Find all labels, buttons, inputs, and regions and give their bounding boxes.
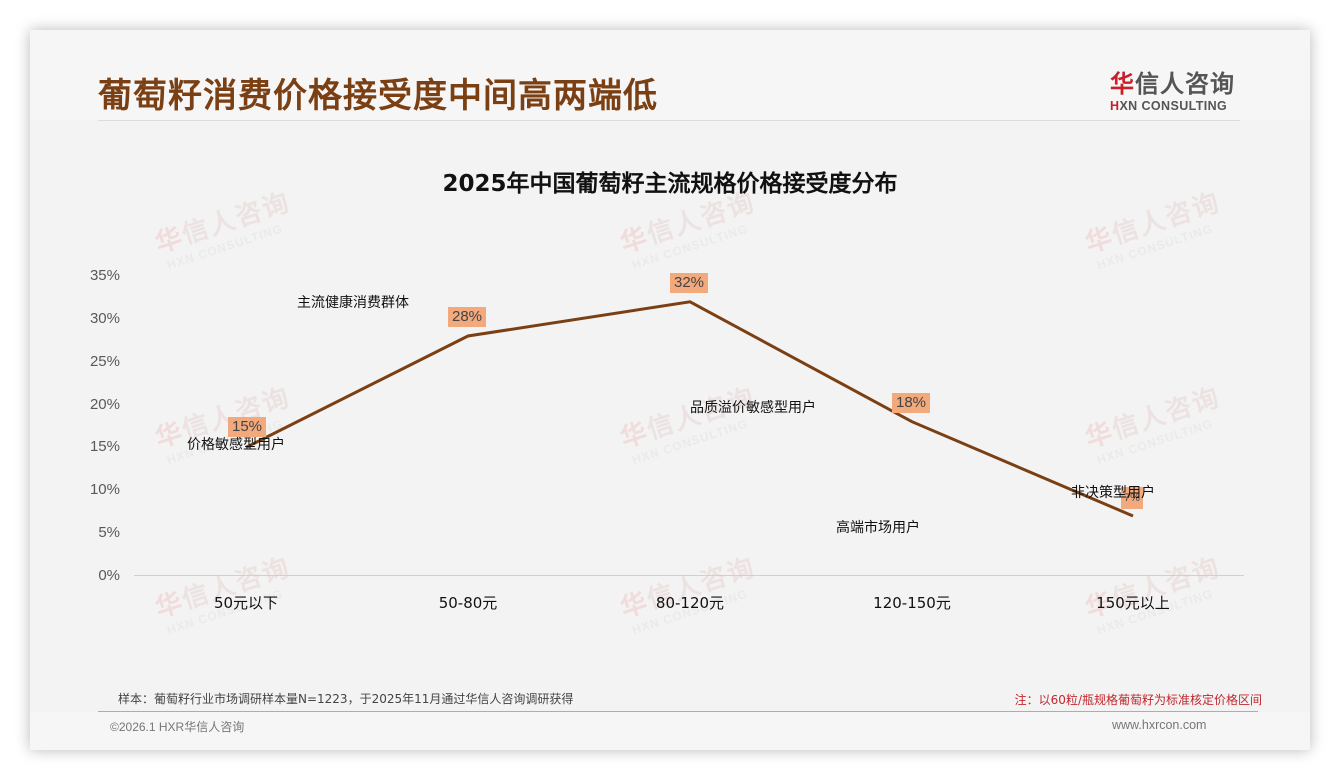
x-tick-label: 120-150元 <box>873 594 951 612</box>
footer-divider <box>98 711 1258 712</box>
x-axis-line <box>134 575 1244 576</box>
segment-annotation: 品质溢价敏感型用户 <box>690 400 816 416</box>
segment-annotation: 价格敏感型用户 <box>187 437 285 453</box>
y-tick-label: 10% <box>89 481 120 499</box>
logo-cn: 华信人咨询 <box>1110 64 1270 99</box>
segment-annotation: 非决策型用户 <box>1071 485 1155 501</box>
line-plot <box>245 300 1134 518</box>
x-tick-label: 150元以上 <box>1096 594 1170 612</box>
logo-cn-rest: 信人咨询 <box>1135 70 1235 98</box>
sample-note: 样本：葡萄籽行业市场调研样本量N=1223，于2025年11月通过华信人咨询调研… <box>118 692 574 706</box>
x-tick-label: 50元以下 <box>213 594 279 612</box>
price-note: 注：以60粒/瓶规格葡萄籽为标准核定价格区间 <box>1014 693 1262 707</box>
header-band <box>30 30 1310 120</box>
y-tick-label: 20% <box>89 395 120 413</box>
series-line <box>245 300 1134 518</box>
footer-band <box>30 712 1310 750</box>
y-tick-label: 5% <box>98 524 120 542</box>
y-tick-label: 25% <box>89 352 120 370</box>
x-tick-label: 80-120元 <box>655 594 725 612</box>
data-label: 28% <box>448 307 487 328</box>
slide-card: 葡萄籽消费价格接受度中间高两端低 华信人咨询 HXN CONSULTING 华信… <box>30 30 1310 750</box>
y-tick-label: 15% <box>89 438 120 456</box>
website-link[interactable]: www.hxrcon.com <box>1112 718 1207 732</box>
segment-annotation: 高端市场用户 <box>836 520 920 536</box>
title-divider <box>98 120 1240 121</box>
copyright: ©2026.1 HXR华信人咨询 <box>110 720 245 734</box>
data-label: 7% <box>1121 487 1143 509</box>
brand-logo: 华信人咨询 HXN CONSULTING <box>1110 64 1270 113</box>
segment-annotation: 主流健康消费群体 <box>297 295 409 311</box>
data-label: 15% <box>228 417 267 438</box>
logo-en-rest: XN CONSULTING <box>1119 99 1228 113</box>
y-tick-label: 0% <box>98 567 120 584</box>
x-tick-label: 50-80元 <box>438 594 498 612</box>
y-tick-label: 30% <box>89 309 120 327</box>
data-label: 32% <box>670 272 709 293</box>
page-title: 葡萄籽消费价格接受度中间高两端低 <box>98 76 658 116</box>
logo-cn-accent: 华 <box>1110 70 1135 98</box>
y-tick-label: 35% <box>89 267 120 285</box>
logo-en: HXN CONSULTING <box>1110 99 1270 113</box>
logo-en-accent: H <box>1110 99 1120 113</box>
data-label: 18% <box>892 392 931 413</box>
chart-title: 2025年中国葡萄籽主流规格价格接受度分布 <box>442 171 898 197</box>
